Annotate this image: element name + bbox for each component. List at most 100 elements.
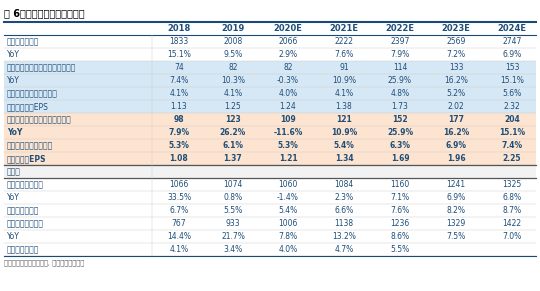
Text: 204: 204 [504,115,520,124]
Text: 2.25: 2.25 [503,154,521,163]
Text: 海外经营利润率: 海外经营利润率 [7,245,39,254]
Text: 2.32: 2.32 [504,102,521,111]
Text: 若私有化，归母净利润（亿元）: 若私有化，归母净利润（亿元） [7,115,72,124]
Text: 2022E: 2022E [386,24,415,33]
Bar [4,243,536,256]
Text: 5.3%: 5.3% [168,141,190,150]
Text: 25.9%: 25.9% [388,76,412,85]
Text: 2021E: 2021E [329,24,359,33]
Text: 15.1%: 15.1% [167,50,191,59]
Bar [4,178,536,191]
Text: 3.4%: 3.4% [224,245,242,254]
Text: 1006: 1006 [278,219,298,228]
Text: YoY: YoY [7,76,20,85]
Text: 8.6%: 8.6% [390,232,409,241]
Bar [4,217,536,230]
Text: -1.4%: -1.4% [277,193,299,202]
Text: 2018: 2018 [167,24,191,33]
Text: 10.3%: 10.3% [221,76,245,85]
Text: 7.9%: 7.9% [390,50,410,59]
Text: 其中：: 其中： [7,167,21,176]
Text: 1325: 1325 [502,180,522,189]
Text: 153: 153 [505,63,519,72]
Bar [4,139,536,152]
Text: 6.9%: 6.9% [446,141,467,150]
Text: 7.0%: 7.0% [502,232,522,241]
Text: 1.24: 1.24 [280,102,296,111]
Text: 2.9%: 2.9% [279,50,298,59]
Text: 2066: 2066 [278,37,298,46]
Text: 5.3%: 5.3% [278,141,299,150]
Text: 2747: 2747 [502,37,522,46]
Text: 1.37: 1.37 [224,154,242,163]
Text: 2020E: 2020E [274,24,302,33]
Text: 8.7%: 8.7% [502,206,522,215]
Text: YoY: YoY [7,232,20,241]
Text: 4.1%: 4.1% [170,89,188,98]
Text: 1236: 1236 [390,219,410,228]
Bar [4,113,536,126]
Text: -11.6%: -11.6% [273,128,303,137]
Text: 7.4%: 7.4% [170,76,188,85]
Text: 5.4%: 5.4% [334,141,354,150]
Bar [4,191,536,204]
Bar [4,126,536,139]
Text: 109: 109 [280,115,296,124]
Text: 1.21: 1.21 [279,154,298,163]
Text: 2222: 2222 [334,37,354,46]
Text: 6.6%: 6.6% [334,206,354,215]
Bar [4,100,536,113]
Text: YoY: YoY [7,50,20,59]
Text: 4.7%: 4.7% [334,245,354,254]
Text: 2397: 2397 [390,37,410,46]
Text: 2023E: 2023E [442,24,470,33]
Text: 1060: 1060 [278,180,298,189]
Text: 82: 82 [284,63,293,72]
Text: 4.0%: 4.0% [279,245,298,254]
Text: 13.2%: 13.2% [332,232,356,241]
Text: 1833: 1833 [170,37,188,46]
Bar [4,204,536,217]
Text: YoY: YoY [7,128,22,137]
Text: -0.3%: -0.3% [277,76,299,85]
Text: YoY: YoY [7,193,20,202]
Bar [4,22,536,35]
Text: 0.8%: 0.8% [224,193,242,202]
Text: 1.25: 1.25 [225,102,241,111]
Text: 6.9%: 6.9% [502,50,522,59]
Bar [4,61,536,74]
Text: 91: 91 [339,63,349,72]
Text: 1138: 1138 [334,219,354,228]
Text: 2.3%: 2.3% [334,193,354,202]
Bar [4,152,536,165]
Text: 933: 933 [226,219,240,228]
Text: 1.73: 1.73 [392,102,408,111]
Text: 国内经营利润率: 国内经营利润率 [7,206,39,215]
Text: 4.1%: 4.1% [170,245,188,254]
Text: 国内收入（亿元）: 国内收入（亿元） [7,180,44,189]
Text: 1329: 1329 [447,219,465,228]
Text: 177: 177 [448,115,464,124]
Text: 1.08: 1.08 [170,154,188,163]
Text: 9.5%: 9.5% [224,50,242,59]
Text: 5.4%: 5.4% [279,206,298,215]
Text: 74: 74 [174,63,184,72]
Text: 7.6%: 7.6% [334,50,354,59]
Text: 152: 152 [392,115,408,124]
Text: 7.6%: 7.6% [390,206,410,215]
Text: 4.1%: 4.1% [334,89,354,98]
Text: 1160: 1160 [390,180,410,189]
Text: 15.1%: 15.1% [500,76,524,85]
Text: 1.34: 1.34 [335,154,353,163]
Text: 8.2%: 8.2% [447,206,465,215]
Text: 21.7%: 21.7% [221,232,245,241]
Text: 114: 114 [393,63,407,72]
Text: 2024E: 2024E [497,24,526,33]
Text: 1422: 1422 [502,219,522,228]
Text: 7.2%: 7.2% [447,50,465,59]
Text: 25.9%: 25.9% [387,128,413,137]
Text: 5.6%: 5.6% [502,89,522,98]
Text: 5.5%: 5.5% [224,206,242,215]
Text: 10.9%: 10.9% [332,76,356,85]
Bar [4,48,536,61]
